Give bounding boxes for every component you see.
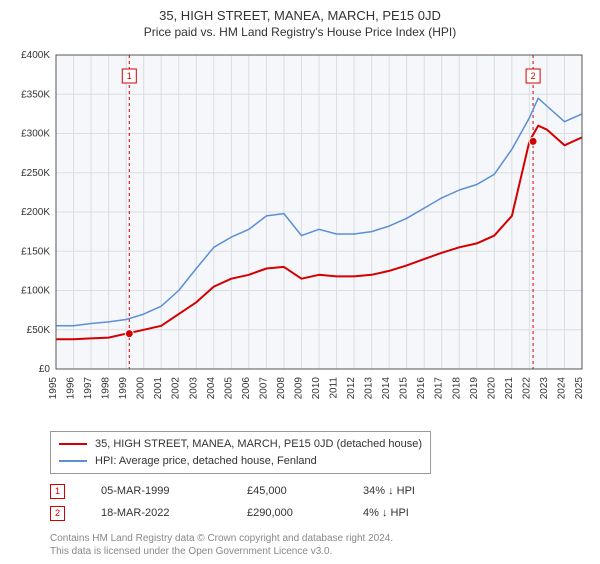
svg-text:2005: 2005 [223,377,234,400]
svg-text:£150K: £150K [21,246,50,257]
svg-text:2004: 2004 [206,377,217,400]
sales-price: £45,000 [247,485,327,497]
svg-text:2023: 2023 [539,377,550,400]
svg-text:2: 2 [531,71,536,81]
svg-text:£250K: £250K [21,168,50,179]
svg-text:1996: 1996 [66,377,77,400]
chart-title: 35, HIGH STREET, MANEA, MARCH, PE15 0JD [10,8,590,23]
chart-subtitle: Price paid vs. HM Land Registry's House … [10,25,590,39]
svg-text:2008: 2008 [276,377,287,400]
sales-delta: 34% ↓ HPI [363,485,415,497]
footer-note: Contains HM Land Registry data © Crown c… [50,532,586,558]
footer-line-1: Contains HM Land Registry data © Crown c… [50,532,586,545]
svg-text:2002: 2002 [171,377,182,400]
legend-swatch [59,443,87,445]
sales-marker-number: 1 [50,484,65,499]
sales-price: £290,000 [247,507,327,519]
sales-table: 1 05-MAR-1999 £45,000 34% ↓ HPI 2 18-MAR-2022… [50,480,586,524]
sales-date: 18-MAR-2022 [101,507,211,519]
legend-swatch [59,460,87,462]
svg-text:2020: 2020 [486,377,497,400]
sales-row: 2 18-MAR-2022 £290,000 4% ↓ HPI [50,502,586,524]
svg-text:2012: 2012 [346,377,357,400]
svg-text:£400K: £400K [21,50,50,61]
svg-text:2019: 2019 [469,377,480,400]
sales-marker-number: 2 [50,506,65,521]
svg-text:2021: 2021 [504,377,515,400]
chart-container: 35, HIGH STREET, MANEA, MARCH, PE15 0JD … [0,0,600,564]
svg-text:£200K: £200K [21,207,50,218]
svg-text:£100K: £100K [21,286,50,297]
svg-text:2025: 2025 [574,377,585,400]
sales-row: 1 05-MAR-1999 £45,000 34% ↓ HPI [50,480,586,502]
footer-line-2: This data is licensed under the Open Gov… [50,545,586,558]
svg-text:1999: 1999 [118,377,129,400]
svg-text:2017: 2017 [434,377,445,400]
svg-text:2009: 2009 [293,377,304,400]
svg-text:2013: 2013 [364,377,375,400]
legend-item: HPI: Average price, detached house, Fenl… [59,453,422,470]
sales-delta: 4% ↓ HPI [363,507,409,519]
svg-text:2011: 2011 [329,377,340,399]
svg-text:£300K: £300K [21,129,50,140]
svg-text:£0: £0 [39,364,51,375]
svg-text:2014: 2014 [381,377,392,400]
sales-date: 05-MAR-1999 [101,485,211,497]
chart-plot: £0 £50K £100K £150K £200K £250K £300K £350K £400… [10,45,590,425]
svg-text:1997: 1997 [83,377,94,400]
svg-text:2007: 2007 [258,377,269,400]
svg-text:£50K: £50K [27,325,51,336]
svg-text:2015: 2015 [399,377,410,400]
svg-text:2018: 2018 [451,377,462,400]
legend-label: HPI: Average price, detached house, Fenl… [95,453,317,470]
svg-text:2001: 2001 [153,377,164,400]
svg-text:2022: 2022 [521,377,532,400]
svg-text:1998: 1998 [101,377,112,400]
svg-text:2010: 2010 [311,377,322,400]
svg-text:2016: 2016 [416,377,427,400]
legend-label: 35, HIGH STREET, MANEA, MARCH, PE15 0JD … [95,436,422,453]
chart-svg: £0 £50K £100K £150K £200K £250K £300K £350K £400… [10,45,590,425]
svg-text:1: 1 [127,71,132,81]
legend-item: 35, HIGH STREET, MANEA, MARCH, PE15 0JD … [59,436,422,453]
svg-text:£350K: £350K [21,89,50,100]
svg-text:2024: 2024 [556,377,567,400]
legend-box: 35, HIGH STREET, MANEA, MARCH, PE15 0JD … [50,431,431,474]
svg-text:1995: 1995 [48,377,59,400]
svg-text:2000: 2000 [136,377,147,400]
svg-text:2003: 2003 [188,377,199,400]
svg-text:2006: 2006 [241,377,252,400]
